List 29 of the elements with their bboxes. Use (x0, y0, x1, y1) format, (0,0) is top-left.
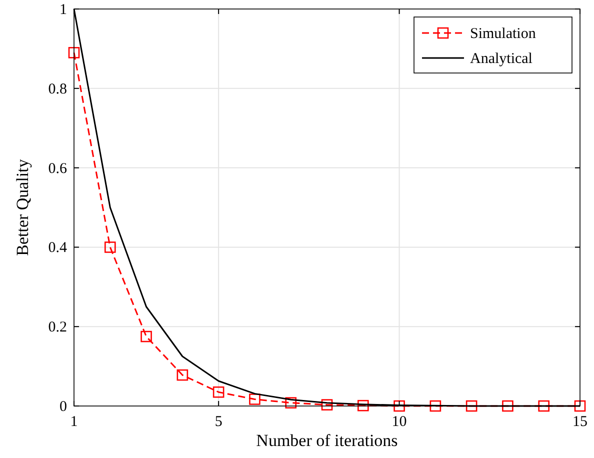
x-tick-label: 10 (392, 414, 407, 430)
point (176, 369, 188, 381)
point (104, 242, 116, 253)
y-tick-label: 0 (60, 399, 67, 415)
y-tick-label: 0.6 (48, 160, 68, 177)
point (430, 400, 442, 412)
point (394, 400, 405, 412)
point (357, 400, 369, 412)
point (466, 400, 478, 412)
point (538, 400, 550, 412)
x-tick-label: 5 (214, 414, 222, 430)
point (285, 397, 297, 408)
y-axis-title: Better Quality (13, 158, 32, 256)
x-axis-title: Number of iterations (256, 431, 398, 450)
x-tick-label: 15 (572, 414, 588, 430)
point (68, 47, 80, 58)
x-tick-label: 1 (70, 414, 78, 430)
y-tick-label: 0.2 (48, 320, 67, 336)
point (502, 400, 514, 412)
y-tick-label: 1 (60, 2, 67, 18)
y-tick-label: 0.4 (48, 240, 68, 256)
point (140, 330, 152, 342)
y-tick-label: 0.8 (48, 81, 67, 98)
point (574, 400, 586, 412)
point (321, 399, 333, 410)
point (249, 394, 260, 405)
legend-label: Simulation (470, 26, 536, 42)
legend-label: Analytical (470, 51, 532, 67)
point (212, 386, 224, 398)
